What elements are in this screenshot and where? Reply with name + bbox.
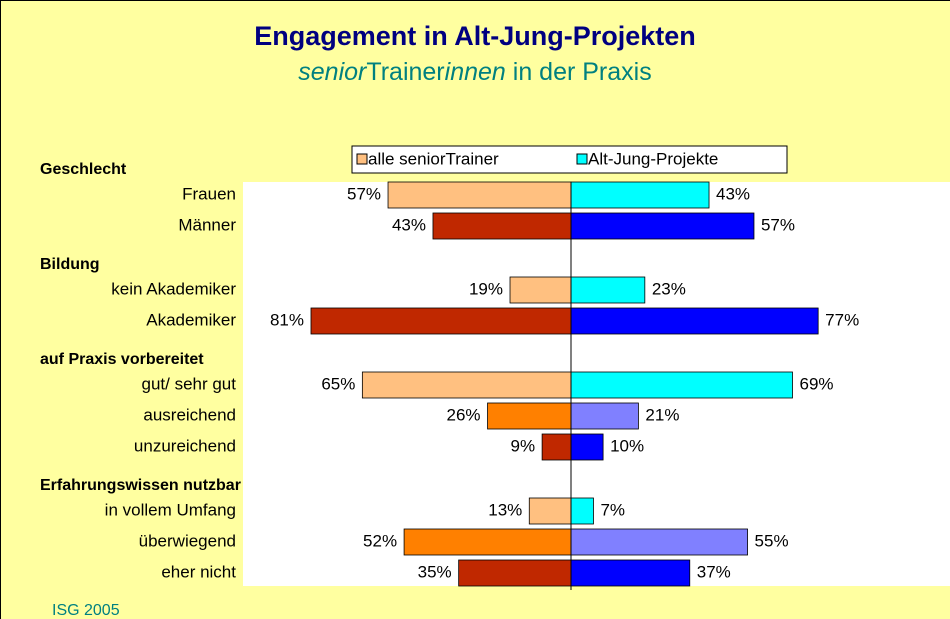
value-label: 57% — [761, 215, 795, 234]
subtitle-part: Trainer — [366, 58, 444, 86]
value-label: 81% — [270, 310, 304, 329]
bar — [509, 276, 572, 304]
category-label: gut/ sehr gut — [141, 374, 236, 393]
bar — [432, 212, 572, 240]
chart-subtitle: seniorTrainerinnen in der Praxis — [298, 58, 651, 86]
value-label: 52% — [363, 531, 397, 550]
bar — [570, 528, 748, 556]
subtitle-part: senior — [298, 58, 368, 86]
subtitle-part: innen — [445, 58, 506, 86]
group-label: Geschlecht — [40, 161, 127, 178]
category-label: kein Akademiker — [111, 279, 236, 298]
category-label: überwiegend — [139, 531, 236, 550]
value-label: 65% — [321, 374, 355, 393]
value-label: 77% — [825, 310, 859, 329]
group-label: Erfahrungswissen nutzbar — [40, 477, 241, 494]
bar — [487, 402, 572, 430]
bar — [458, 559, 572, 587]
subtitle-part: in der Praxis — [506, 58, 652, 86]
category-label: ausreichend — [143, 405, 236, 424]
legend-label: alle seniorTrainer — [368, 149, 499, 168]
value-label: 10% — [610, 436, 644, 455]
value-label: 69% — [799, 374, 833, 393]
value-label: 7% — [600, 500, 625, 519]
bar — [570, 212, 755, 240]
category-label: Akademiker — [146, 310, 236, 329]
value-label: 55% — [755, 531, 789, 550]
category-label: in vollem Umfang — [105, 500, 236, 519]
category-label: Frauen — [182, 184, 236, 203]
legend-label: Alt-Jung-Projekte — [588, 149, 718, 168]
bar — [570, 307, 819, 335]
bar — [570, 433, 604, 461]
bar — [570, 559, 691, 587]
group-label: Bildung — [40, 256, 100, 273]
value-label: 23% — [652, 279, 686, 298]
legend-swatch — [356, 153, 368, 165]
legend — [351, 145, 788, 174]
value-label: 9% — [511, 436, 536, 455]
value-label: 26% — [447, 405, 481, 424]
value-label: 43% — [716, 184, 750, 203]
bar — [570, 181, 710, 209]
bar — [387, 181, 572, 209]
value-label: 35% — [418, 562, 452, 581]
category-label: eher nicht — [161, 562, 236, 581]
source: ISG 2005 — [52, 602, 120, 619]
legend-swatch — [576, 153, 588, 165]
value-label: 13% — [488, 500, 522, 519]
bar — [570, 402, 639, 430]
category-label: unzureichend — [134, 436, 236, 455]
value-label: 19% — [469, 279, 503, 298]
value-label: 37% — [697, 562, 731, 581]
bar — [570, 497, 594, 525]
bar — [541, 433, 572, 461]
bar — [528, 497, 572, 525]
group-label: auf Praxis vorbereitet — [40, 351, 204, 368]
bar — [310, 307, 572, 335]
bar — [361, 371, 572, 399]
value-label: 21% — [645, 405, 679, 424]
bar — [570, 276, 646, 304]
bar — [403, 528, 572, 556]
chart-title: Engagement in Alt-Jung-Projekten — [254, 21, 696, 51]
category-label: Männer — [178, 215, 236, 234]
bar — [570, 371, 793, 399]
value-label: 43% — [392, 215, 426, 234]
value-label: 57% — [347, 184, 381, 203]
